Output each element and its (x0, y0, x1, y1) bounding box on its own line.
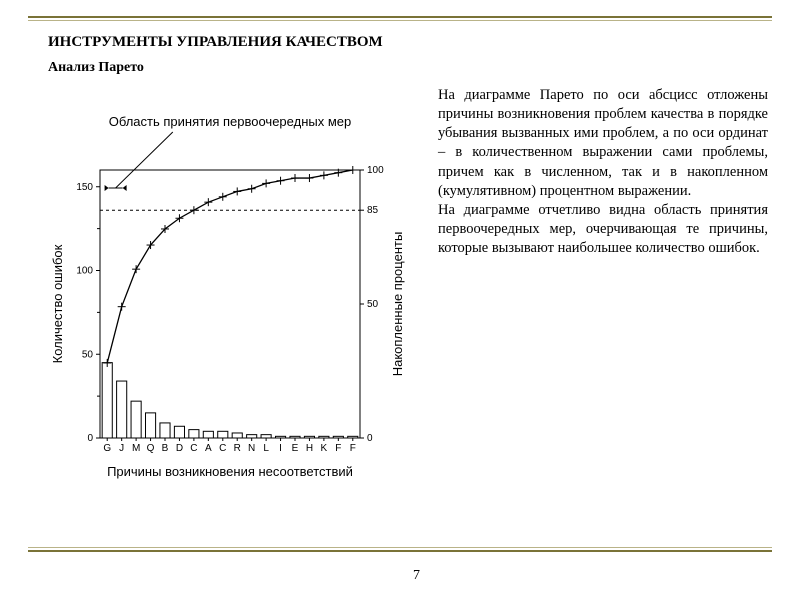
svg-text:F: F (335, 443, 341, 454)
page-number: 7 (413, 568, 420, 584)
paragraph-1: На диаграмме Парето по оси абсцисс отлож… (438, 86, 768, 201)
frame-rule-bottom (28, 550, 772, 552)
pareto-svg: 05010015005085100GJMQBDCACRNLIEHKFFКолич… (38, 100, 418, 500)
svg-text:150: 150 (76, 182, 93, 193)
svg-text:85: 85 (367, 205, 379, 216)
svg-text:G: G (103, 443, 111, 454)
body-text-block: На диаграмме Парето по оси абсцисс отлож… (438, 86, 768, 258)
svg-text:0: 0 (87, 433, 93, 444)
svg-text:I: I (279, 443, 282, 454)
frame-rule-bottom-thin (28, 547, 772, 548)
svg-text:J: J (119, 443, 124, 454)
frame-rule-top (28, 16, 772, 18)
svg-text:H: H (306, 443, 313, 454)
pareto-chart: 05010015005085100GJMQBDCACRNLIEHKFFКолич… (38, 100, 418, 500)
svg-text:Причины возникновения несоотве: Причины возникновения несоответствий (107, 464, 353, 479)
svg-text:Количество ошибок: Количество ошибок (50, 244, 65, 363)
svg-text:C: C (219, 443, 226, 454)
svg-text:M: M (132, 443, 140, 454)
svg-text:F: F (350, 443, 356, 454)
svg-text:C: C (190, 443, 197, 454)
slide-subtitle: Анализ Парето (48, 60, 144, 76)
svg-text:Q: Q (147, 443, 155, 454)
svg-text:100: 100 (367, 165, 384, 176)
svg-text:A: A (205, 443, 212, 454)
slide-title: ИНСТРУМЕНТЫ УПРАВЛЕНИЯ КАЧЕСТВОМ (48, 34, 383, 51)
paragraph-2: На диаграмме отчетливо видна область при… (438, 201, 768, 258)
svg-text:R: R (234, 443, 241, 454)
frame-rule-top-thin (28, 20, 772, 21)
svg-text:K: K (321, 443, 328, 454)
svg-text:50: 50 (82, 349, 94, 360)
svg-text:Область принятия первоочередны: Область принятия первоочередных мер (109, 114, 351, 129)
svg-text:E: E (292, 443, 299, 454)
svg-text:B: B (162, 443, 169, 454)
svg-text:L: L (263, 443, 269, 454)
svg-text:D: D (176, 443, 183, 454)
svg-text:100: 100 (76, 266, 93, 277)
svg-text:N: N (248, 443, 255, 454)
svg-text:Накопленные проценты: Накопленные проценты (390, 232, 405, 377)
svg-text:50: 50 (367, 299, 379, 310)
svg-text:0: 0 (367, 433, 373, 444)
